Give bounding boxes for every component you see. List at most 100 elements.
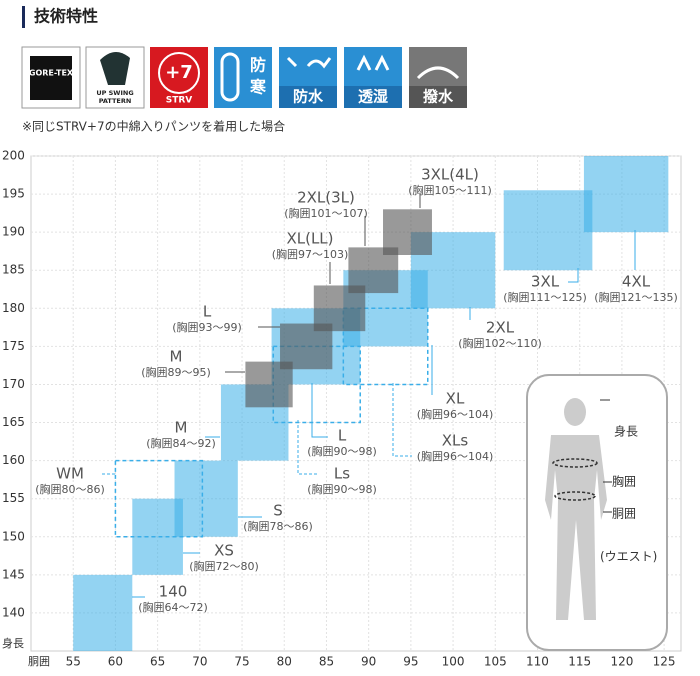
size-label: XS — [214, 542, 234, 560]
icon-drops — [286, 56, 332, 69]
chest-label: (胸囲96～104) — [417, 407, 494, 421]
y-tick-label: 200 — [2, 149, 25, 163]
chest-label: (胸囲72～80) — [189, 559, 259, 573]
icon-ring — [158, 52, 200, 94]
size-label: 3XL(4L) — [421, 166, 479, 184]
chest-label: (胸囲90～98) — [307, 482, 377, 496]
size-label: 140 — [159, 583, 188, 601]
size-label: 2XL(3L) — [297, 189, 355, 207]
icon-inner — [30, 56, 72, 100]
size-box — [342, 307, 429, 386]
size-box — [503, 190, 593, 271]
x-tick-label: 90 — [361, 655, 376, 669]
body-label: 胸囲 — [612, 474, 636, 489]
x-axis-label: 胴囲 — [28, 655, 50, 668]
x-tick-label: 115 — [568, 655, 591, 669]
chest-label: (胸囲80～86) — [35, 482, 105, 496]
body-diagram: 身長 胸囲 胴囲 (ウエスト) — [526, 374, 668, 651]
chest-label: (胸囲105～111) — [408, 183, 492, 197]
chest-label: (胸囲90～98) — [307, 444, 377, 458]
size-label: XLs — [442, 432, 469, 450]
y-tick-label: 150 — [2, 529, 25, 543]
x-tick-label: 80 — [277, 655, 292, 669]
size-box — [313, 285, 366, 332]
x-tick-label: 125 — [653, 655, 676, 669]
size-label: L — [338, 427, 347, 445]
icon-text: 透湿 — [358, 88, 388, 106]
x-tick-label: 100 — [442, 655, 465, 669]
size-label: XL — [446, 390, 465, 408]
size-label: 4XL — [622, 273, 651, 291]
size-label: XL(LL) — [286, 230, 333, 248]
size-label: M — [175, 419, 188, 437]
size-label: 2XL — [486, 319, 515, 337]
icon-text: +7 — [165, 62, 193, 83]
size-box — [174, 460, 238, 537]
x-tick-label: 95 — [403, 655, 418, 669]
x-tick-label: 55 — [66, 655, 81, 669]
y-tick-label: 140 — [2, 605, 25, 619]
size-label: Ls — [334, 465, 350, 483]
title-bar — [22, 6, 25, 28]
size-box — [383, 209, 432, 255]
icon-thermo — [220, 52, 240, 102]
chest-label: (胸囲84～92) — [146, 436, 216, 450]
x-tick-label: 70 — [192, 655, 207, 669]
size-label: M — [170, 348, 183, 366]
icon-text: STRV — [166, 96, 193, 106]
chest-label: (胸囲93～99) — [172, 320, 242, 334]
chest-label: (胸囲97～103) — [272, 247, 349, 261]
icon-text: UP SWING — [96, 89, 133, 97]
x-tick-label: 105 — [484, 655, 507, 669]
chest-line — [552, 458, 598, 468]
note: ※同じSTRV+7の中綿入りパンツを着用した場合 — [22, 119, 285, 134]
size-box — [73, 574, 133, 651]
chest-label: (胸囲64～72) — [138, 600, 208, 614]
diagram-frame — [526, 374, 668, 651]
size-label: L — [203, 303, 212, 321]
silhouette — [545, 398, 607, 620]
icon-text: 寒 — [249, 78, 267, 97]
leader-line — [311, 383, 328, 438]
size-label: 3XL — [531, 273, 560, 291]
icon-band — [344, 86, 402, 108]
body-label: 身長 — [614, 424, 638, 439]
icon-band — [279, 86, 337, 108]
size-label: WM — [56, 465, 84, 483]
body-label: (ウエスト) — [600, 550, 657, 564]
section-title: 技術特性 — [34, 7, 98, 26]
x-tick-label: 120 — [610, 655, 633, 669]
x-tick-label: 85 — [319, 655, 334, 669]
icon-arc — [416, 66, 460, 80]
icons: GORE-TEX UP SWING PATTERN +7 STRV 防 寒 防水… — [21, 46, 467, 109]
leader-line — [392, 383, 412, 457]
x-tick-label: 110 — [526, 655, 549, 669]
chest-label: (胸囲121～135) — [594, 290, 678, 304]
icon-band — [409, 86, 467, 108]
chest-label: (胸囲96～104) — [417, 449, 494, 463]
leader-line — [568, 268, 579, 283]
size-label: S — [273, 502, 283, 520]
chest-label: (胸囲89～95) — [141, 365, 211, 379]
y-tick-label: 195 — [2, 187, 25, 201]
y-tick-label: 170 — [2, 377, 25, 391]
chest-label: (胸囲78～86) — [243, 519, 313, 533]
y-tick-label: 180 — [2, 301, 25, 315]
y-axis-label: 身長 — [2, 636, 24, 650]
y-tick-label: 165 — [2, 415, 25, 429]
y-tick-label: 160 — [2, 453, 25, 467]
icon-text: GORE-TEX — [29, 69, 74, 78]
size-box — [114, 459, 204, 538]
x-tick-label: 65 — [150, 655, 165, 669]
icon-text: 撥水 — [423, 88, 454, 106]
size-box — [583, 156, 669, 233]
body-label: 胴囲 — [612, 507, 636, 521]
y-tick-label: 145 — [2, 567, 25, 581]
icon-text: 防水 — [293, 88, 324, 106]
chest-label: (胸囲102～110) — [458, 336, 542, 350]
y-tick-label: 190 — [2, 225, 25, 239]
y-tick-label: 175 — [2, 339, 25, 353]
icon-arrows — [356, 54, 390, 71]
